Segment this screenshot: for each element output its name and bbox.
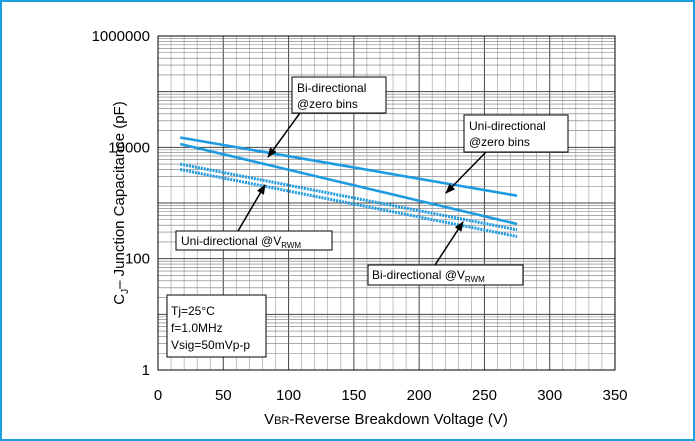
x-tick-label: 50: [215, 387, 232, 404]
y-tick-label: 100: [125, 251, 150, 268]
annotation-uni-directional-zero-bins: Uni-directional @zero bins: [445, 114, 569, 194]
series-line-1: [179, 142, 518, 226]
x-axis-label-subscript: BR: [274, 415, 289, 427]
condition-frequency: f=1.0MHz: [171, 321, 223, 335]
series-line-2: [179, 162, 518, 232]
y-axis-label-subscript: J: [120, 289, 131, 294]
x-tick-label: 250: [472, 387, 497, 404]
x-tick-label: 350: [602, 387, 627, 404]
annotation-line: Uni-directional: [469, 119, 546, 133]
annotation-line: Bi-directional: [297, 81, 366, 95]
x-tick-label: 100: [276, 387, 301, 404]
y-tick-label: 1: [142, 362, 150, 379]
annotation-line: Bi-directional @VRWM: [372, 268, 485, 284]
y-axis-label: CJ– Junction Capacitance (pF): [111, 101, 131, 304]
annotation-line: @zero bins: [297, 97, 358, 111]
condition-temperature: Tj=25°C: [171, 304, 215, 318]
annotation-uni-directional-vrwm: Uni-directional @VRWM: [175, 184, 333, 251]
y-tick-label: 10000: [108, 139, 150, 156]
y-tick-label: 1000000: [92, 28, 150, 45]
x-axis-label: VBR-Reverse Breakdown Voltage (V): [264, 411, 508, 428]
test-conditions-box: Tj=25°C f=1.0MHz Vsig=50mVp-p: [166, 294, 267, 358]
annotation-bi-directional-zero-bins: Bi-directional @zero bins: [267, 76, 387, 158]
series-line-0: [179, 136, 518, 197]
x-tick-label: 150: [341, 387, 366, 404]
x-tick-label: 200: [407, 387, 432, 404]
plot-border: [157, 35, 616, 371]
annotation-line: Uni-directional @VRWM: [181, 234, 301, 250]
condition-signal: Vsig=50mVp-p: [171, 338, 250, 352]
x-tick-label: 300: [537, 387, 562, 404]
annotation-bi-directional-vrwm: Bi-directional @VRWM: [367, 221, 524, 286]
annotation-line: @zero bins: [469, 135, 530, 149]
tick-labels: 0 50 100 150 200 250 300 350 1 100 10000 1000000: [92, 28, 628, 404]
x-tick-label: 0: [154, 387, 162, 404]
